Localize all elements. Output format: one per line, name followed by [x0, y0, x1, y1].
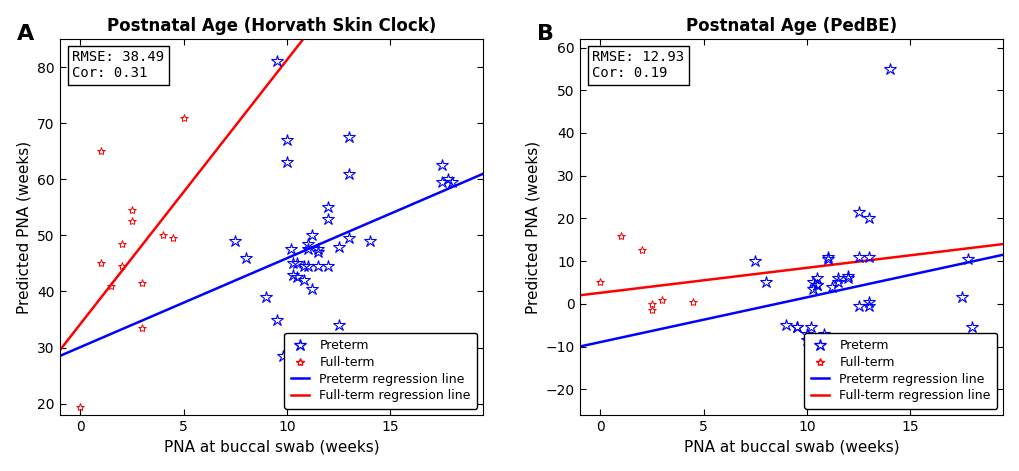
- Y-axis label: Predicted PNA (weeks): Predicted PNA (weeks): [525, 140, 539, 314]
- X-axis label: PNA at buccal swab (weeks): PNA at buccal swab (weeks): [164, 439, 379, 455]
- Text: A: A: [17, 24, 35, 44]
- Legend: Preterm, Full-term, Preterm regression line, Full-term regression line: Preterm, Full-term, Preterm regression l…: [804, 333, 997, 409]
- Title: Postnatal Age (PedBE): Postnatal Age (PedBE): [685, 16, 896, 35]
- Title: Postnatal Age (Horvath Skin Clock): Postnatal Age (Horvath Skin Clock): [107, 16, 436, 35]
- Legend: Preterm, Full-term, Preterm regression line, Full-term regression line: Preterm, Full-term, Preterm regression l…: [284, 333, 477, 409]
- Text: B: B: [537, 24, 553, 44]
- Text: RMSE: 38.49
Cor: 0.31: RMSE: 38.49 Cor: 0.31: [72, 50, 164, 81]
- Y-axis label: Predicted PNA (weeks): Predicted PNA (weeks): [16, 140, 32, 314]
- Text: RMSE: 12.93
Cor: 0.19: RMSE: 12.93 Cor: 0.19: [592, 50, 684, 81]
- X-axis label: PNA at buccal swab (weeks): PNA at buccal swab (weeks): [683, 439, 899, 455]
